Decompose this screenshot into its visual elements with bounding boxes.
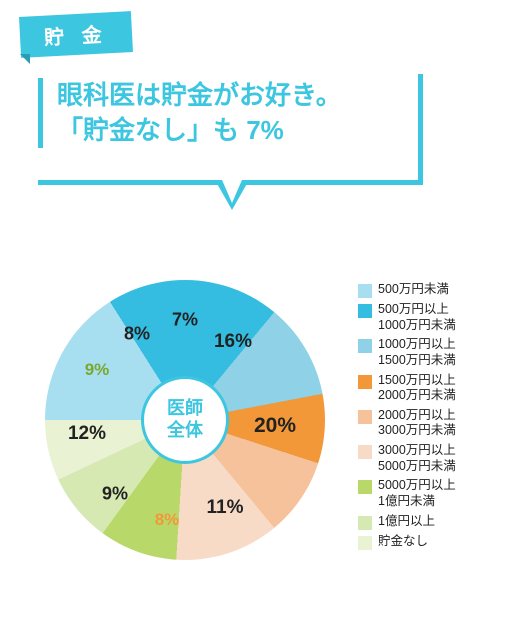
legend-item-3: 1500万円以上 2000万円未満 <box>358 373 456 404</box>
legend-swatch <box>358 445 372 459</box>
headline-line-2: 「貯金なし」も 7% <box>57 113 342 148</box>
legend-item-6: 5000万円以上 1億円未満 <box>358 478 456 509</box>
legend-swatch <box>358 375 372 389</box>
legend-item-2: 1000万円以上 1500万円未満 <box>358 337 456 368</box>
legend-swatch <box>358 304 372 318</box>
headline-line-1: 眼科医は貯金がお好き。 <box>57 78 342 113</box>
pie-slice-label-2: 11% <box>207 497 244 519</box>
legend-item-1: 500万円以上 1000万円未満 <box>358 302 456 333</box>
legend: 500万円未満 500万円以上 1000万円未満 1000万円以上 1500万円未満… <box>358 282 456 554</box>
legend-text: 1000万円以上 1500万円未満 <box>378 337 456 368</box>
category-banner: 貯 金 <box>19 11 133 58</box>
legend-swatch <box>358 410 372 424</box>
legend-swatch <box>358 284 372 298</box>
headline-box: 眼科医は貯金がお好き。 「貯金なし」も 7% <box>38 78 342 148</box>
pie-slice-label-5: 12% <box>68 423 106 445</box>
banner-fold-decoration <box>20 54 30 64</box>
pie-slice-label-8: 7% <box>172 310 198 331</box>
legend-text: 3000万円以上 5000万円未満 <box>378 443 456 474</box>
legend-text: 500万円以上 1000万円未満 <box>378 302 456 333</box>
legend-item-0: 500万円未満 <box>358 282 456 298</box>
pie-slice-label-3: 8% <box>155 510 180 530</box>
legend-swatch <box>358 516 372 530</box>
legend-item-8: 貯金なし <box>358 534 456 550</box>
legend-swatch <box>358 339 372 353</box>
pie-slice-label-7: 8% <box>124 324 150 345</box>
legend-text: 1億円以上 <box>378 514 435 530</box>
legend-item-5: 3000万円以上 5000万円未満 <box>358 443 456 474</box>
legend-text: 1500万円以上 2000万円未満 <box>378 373 456 404</box>
legend-item-7: 1億円以上 <box>358 514 456 530</box>
bubble-border-right <box>418 74 423 180</box>
legend-item-4: 2000万円以上 3000万円未満 <box>358 408 456 439</box>
category-banner-label: 貯 金 <box>44 24 109 49</box>
legend-text: 2000万円以上 3000万円未満 <box>378 408 456 439</box>
legend-swatch <box>358 480 372 494</box>
pie-center-label: 医師全体 <box>141 376 229 464</box>
legend-text: 5000万円以上 1億円未満 <box>378 478 456 509</box>
legend-swatch <box>358 536 372 550</box>
pie-slice-label-1: 20% <box>254 414 296 438</box>
pie-slice-label-6: 9% <box>85 360 110 380</box>
legend-text: 貯金なし <box>378 534 428 550</box>
bubble-tail-inner <box>222 180 242 203</box>
pie-slice-label-0: 16% <box>214 331 252 353</box>
pie-chart: 医師全体 16% 20% 11% 8% 9% 12% 9% 8% 7% <box>45 280 325 560</box>
pie-slice-label-4: 9% <box>102 484 128 505</box>
legend-text: 500万円未満 <box>378 282 449 298</box>
